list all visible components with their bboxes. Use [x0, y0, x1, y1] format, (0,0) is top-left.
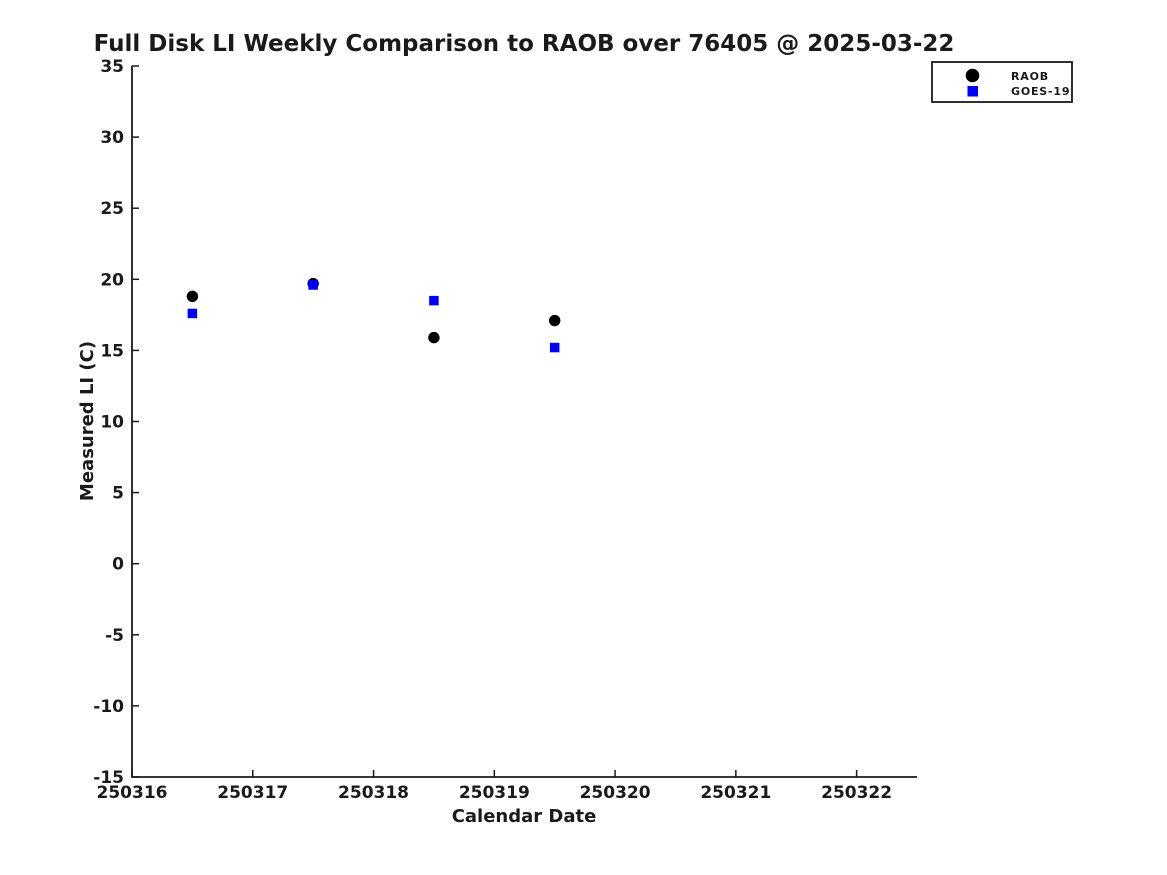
axis-spines	[131, 66, 917, 778]
y-axis-label: Measured LI (C)	[77, 341, 98, 501]
y-tick-label: 35	[100, 57, 124, 77]
x-tick-label: 250320	[580, 783, 651, 803]
y-tick-label: 10	[100, 413, 124, 433]
y-tick-label: 25	[100, 199, 124, 219]
y-tick-label: 20	[100, 270, 124, 290]
data-point-raob	[548, 314, 561, 327]
data-point-goes-19	[429, 295, 439, 306]
legend-marker-raob-icon	[965, 68, 980, 83]
y-tick-label: 30	[100, 128, 124, 148]
y-tick-label: -10	[93, 697, 124, 717]
x-tick-label: 250322	[821, 783, 892, 803]
y-tick-label: 15	[100, 341, 124, 361]
y-tick-label: 5	[112, 484, 124, 504]
y-tick-label: -5	[105, 626, 124, 646]
legend-label-goes19: GOES-19	[1011, 85, 1070, 98]
x-tick-label: 250319	[459, 783, 530, 803]
legend-marker-goes19-icon	[967, 86, 978, 97]
x-tick-label: 250316	[97, 783, 168, 803]
legend: RAOB GOES-19	[931, 61, 1073, 103]
x-tick-label: 250318	[338, 783, 409, 803]
x-tick-label: 250317	[217, 783, 288, 803]
legend-label-raob: RAOB	[1011, 70, 1049, 83]
data-point-goes-19	[549, 342, 560, 353]
data-point-goes-19	[187, 308, 198, 319]
chart-title: Full Disk LI Weekly Comparison to RAOB o…	[94, 31, 955, 57]
data-point-raob	[186, 290, 199, 303]
axes-layer: 250316 250317 250318 250319 250320 250321 2503…	[93, 57, 917, 803]
y-tick-label: -15	[93, 768, 124, 788]
x-tick-label: 250321	[700, 783, 771, 803]
legend-box	[931, 61, 1073, 103]
data-point-goes-19	[308, 280, 318, 290]
data-point-raob	[428, 331, 440, 344]
x-axis-label: Calendar Date	[452, 806, 597, 827]
data-points-layer	[186, 277, 561, 353]
y-tick-label: 0	[112, 555, 124, 575]
